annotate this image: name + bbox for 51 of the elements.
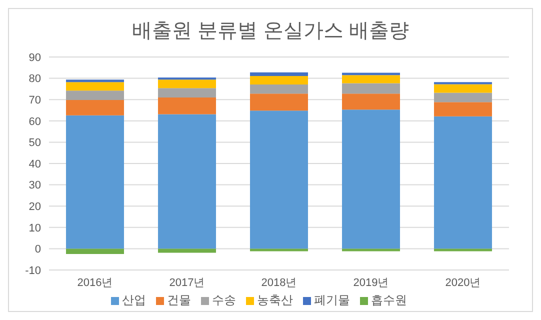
x-tick-label: 2016년 [77, 276, 113, 289]
bar [66, 115, 124, 249]
legend-label: 농축산 [256, 292, 293, 309]
y-tick-label: 20 [28, 201, 41, 214]
bar [66, 248, 124, 254]
bar [158, 77, 216, 80]
bar [250, 76, 308, 84]
y-tick-label: 10 [28, 222, 41, 234]
legend-label: 산업 [121, 292, 146, 309]
bar [158, 97, 216, 114]
bar [434, 116, 492, 249]
bar [342, 110, 400, 249]
bar [158, 88, 216, 98]
y-tick-label: 40 [28, 158, 41, 170]
bar [66, 100, 124, 116]
bar [250, 248, 308, 252]
legend-label: 건물 [166, 292, 191, 309]
chart-title: 배출원 분류별 온실가스 배출량 [131, 19, 410, 44]
bar [434, 248, 492, 252]
y-tick-label: 70 [28, 94, 41, 107]
bar [66, 90, 124, 100]
y-tick-label: 0 [34, 244, 41, 256]
bar [342, 83, 400, 94]
bar [342, 75, 400, 84]
y-tick-label: -10 [25, 264, 41, 277]
x-tick-label: 2017년 [169, 276, 205, 289]
y-tick-label: 30 [28, 180, 41, 192]
bar [250, 72, 308, 76]
bar [66, 80, 124, 82]
legend-label: 흡수원 [370, 292, 407, 309]
x-tick-label: 2018년 [261, 276, 297, 289]
x-tick-label: 2019년 [353, 276, 389, 289]
y-tick-label: 90 [28, 52, 41, 64]
bar [66, 82, 124, 91]
legend-label: 수송 [211, 292, 236, 309]
y-tick-label: 50 [28, 137, 41, 150]
y-tick-label: 80 [28, 73, 41, 86]
bar [158, 248, 216, 253]
bar [250, 94, 308, 111]
bar [250, 84, 308, 94]
bar [342, 248, 400, 252]
x-tick-label: 2020년 [445, 276, 481, 289]
bar [250, 110, 308, 249]
bar [434, 102, 492, 116]
bar [434, 92, 492, 102]
bar [158, 114, 216, 249]
bar [434, 84, 492, 93]
legend-label: 폐기물 [313, 292, 350, 309]
bar [342, 94, 400, 110]
y-tick-label: 60 [28, 116, 41, 128]
bar [158, 80, 216, 88]
